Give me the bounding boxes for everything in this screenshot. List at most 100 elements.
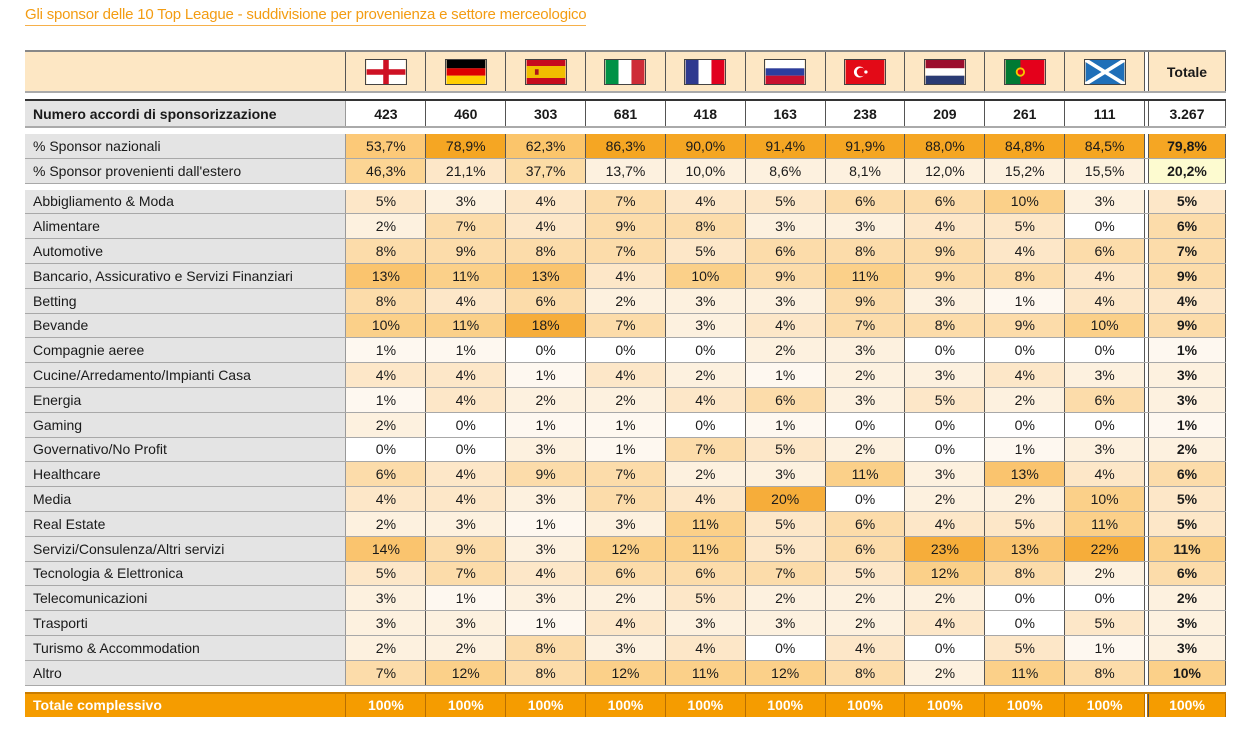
total-header: Totale — [1148, 52, 1226, 91]
netherlands-flag-icon — [923, 58, 966, 85]
column-gap — [1145, 462, 1149, 487]
row-label: Totale complessivo — [25, 693, 347, 717]
flag-cell — [346, 52, 427, 91]
value-cell: 4% — [665, 487, 746, 511]
value-cell: 6% — [506, 288, 587, 313]
row-label: % Sponsor provenienti dall'estero — [25, 158, 347, 183]
row-label: Altro — [25, 660, 347, 685]
value-cell: 7% — [346, 660, 427, 685]
total-cell: 1% — [1148, 412, 1226, 437]
flag-cell — [586, 52, 666, 91]
england-flag-icon — [364, 58, 407, 85]
row-label: Governativo/No Profit — [25, 437, 347, 462]
value-cell: 8,6% — [745, 158, 826, 183]
row-label: Automotive — [25, 239, 347, 263]
value-cell: 86,3% — [586, 134, 666, 158]
turkey-flag-icon — [844, 58, 887, 85]
value-cell: 10% — [1065, 487, 1146, 511]
value-cell: 15,5% — [1065, 158, 1146, 183]
value-cell: 5% — [745, 511, 826, 536]
value-cell: 1% — [1065, 635, 1146, 660]
value-cell: 7% — [586, 239, 666, 263]
value-cell: 4% — [586, 611, 666, 635]
column-gap — [1145, 101, 1149, 126]
value-cell: 3% — [506, 437, 587, 462]
row-label: Bevande — [25, 313, 347, 338]
value-cell: 1% — [745, 412, 826, 437]
value-cell: 8% — [985, 263, 1066, 288]
sector-row: Servizi/Consulenza/Altri servizi 14% 9% 3% 1… — [25, 536, 1226, 562]
column-gap — [1145, 660, 1149, 685]
value-cell: 1% — [426, 338, 507, 363]
value-cell: 5% — [985, 214, 1066, 239]
value-cell: 8% — [825, 660, 906, 685]
value-cell: 2% — [1065, 561, 1146, 586]
value-cell: 3% — [665, 288, 746, 313]
value-cell: 4% — [506, 214, 587, 239]
value-cell: 12% — [426, 660, 507, 685]
column-gap — [1145, 134, 1149, 158]
value-cell: 4% — [346, 363, 427, 387]
value-cell: 6% — [825, 511, 906, 536]
value-cell: 3% — [346, 586, 427, 611]
value-cell: 8% — [506, 660, 587, 685]
column-gap — [1145, 52, 1149, 91]
value-cell: 5% — [745, 437, 826, 462]
value-cell: 5% — [745, 189, 826, 214]
value-cell: 1% — [506, 412, 587, 437]
column-gap — [1145, 363, 1149, 387]
sector-row: Bevande 10% 11% 18% 7% 3% 4% 7% 8% 9% 10% 9% — [25, 313, 1226, 339]
sector-row: Cucine/Arredamento/Impianti Casa 4% 4% 1% 4%… — [25, 363, 1226, 388]
sponsor-table: Totale Numero accordi di sponsorizzazione… — [25, 50, 1226, 717]
value-cell: 6% — [905, 189, 986, 214]
value-cell: 3% — [346, 611, 427, 635]
sector-row: Media 4% 4% 3% 7% 4% 20% 0% 2% 2% 10% 5% — [25, 487, 1226, 512]
flag-cell — [426, 52, 507, 91]
value-cell: 7% — [825, 313, 906, 338]
value-cell: 91,4% — [745, 134, 826, 158]
value-cell: 8% — [985, 561, 1066, 586]
total-cell: 7% — [1148, 239, 1226, 263]
value-cell: 0% — [346, 437, 427, 462]
value-cell: 20% — [745, 487, 826, 511]
value-cell: 1% — [506, 511, 587, 536]
value-cell: 4% — [905, 611, 986, 635]
value-cell: 1% — [346, 338, 427, 363]
value-cell: 6% — [745, 387, 826, 412]
value-cell: 9% — [426, 536, 507, 561]
total-cell: 5% — [1148, 189, 1226, 214]
value-cell: 3% — [1065, 189, 1146, 214]
value-cell: 9% — [985, 313, 1066, 338]
value-cell: 37,7% — [506, 158, 587, 183]
row-label: Betting — [25, 288, 347, 313]
value-cell: 2% — [825, 437, 906, 462]
column-gap — [1145, 586, 1149, 611]
value-cell: 0% — [905, 338, 986, 363]
value-cell: 8,1% — [825, 158, 906, 183]
origin-row: % Sponsor provenienti dall'estero 46,3% 21… — [25, 158, 1226, 184]
column-gap — [1145, 263, 1149, 288]
sector-row: Energia 1% 4% 2% 2% 4% 6% 3% 5% 2% 6% 3% — [25, 387, 1226, 413]
value-cell: 0% — [665, 338, 746, 363]
value-cell: 8% — [665, 214, 746, 239]
value-cell: 418 — [665, 101, 746, 126]
value-cell: 11% — [825, 462, 906, 487]
sector-row: Compagnie aeree 1% 1% 0% 0% 0% 2% 3% 0% 0% 0% 1% — [25, 338, 1226, 364]
value-cell: 13,7% — [586, 158, 666, 183]
value-cell: 5% — [665, 586, 746, 611]
value-cell: 0% — [825, 487, 906, 511]
value-cell: 13% — [985, 462, 1066, 487]
value-cell: 5% — [825, 561, 906, 586]
value-cell: 10,0% — [665, 158, 746, 183]
value-cell: 4% — [426, 363, 507, 387]
value-cell: 0% — [905, 412, 986, 437]
sector-row: Turismo & Accommodation 2% 2% 8% 3% 4% 0% 4% 0% 5… — [25, 635, 1226, 661]
value-cell: 2% — [586, 288, 666, 313]
value-cell: 5% — [1065, 611, 1146, 635]
value-cell: 7% — [426, 561, 507, 586]
sector-row: Altro 7% 12% 8% 12% 11% 12% 8% 2% 11% 8% 10% — [25, 660, 1226, 686]
total-cell: 11% — [1148, 536, 1226, 561]
value-cell: 9% — [905, 263, 986, 288]
total-cell: 3% — [1148, 363, 1226, 387]
value-cell: 4% — [985, 363, 1066, 387]
